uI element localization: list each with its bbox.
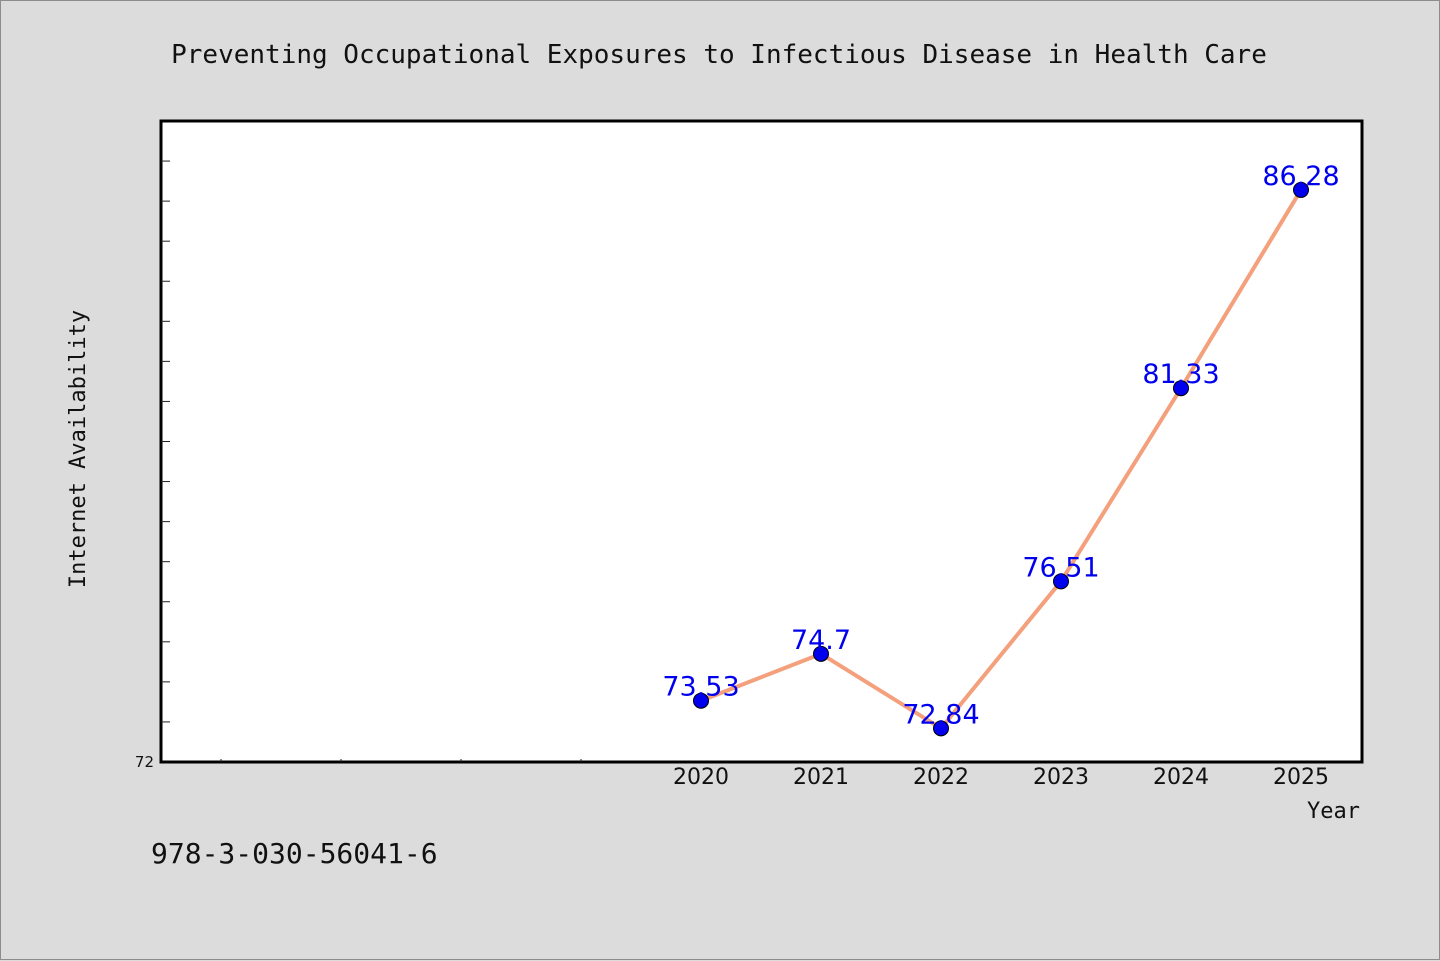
data-point xyxy=(1053,573,1069,590)
chart-title: Preventing Occupational Exposures to Inf… xyxy=(171,40,1267,70)
data-label: 76.51 xyxy=(1022,552,1099,583)
x-tick-label: 2023 xyxy=(1033,765,1089,790)
x-axis-minor-ticks xyxy=(220,759,582,762)
y-axis-ticks xyxy=(161,160,170,723)
x-tick-label: 2024 xyxy=(1153,765,1209,790)
y-tick-label: 72 xyxy=(135,753,154,771)
x-tick-label: 2025 xyxy=(1273,765,1329,790)
data-label: 86.28 xyxy=(1262,161,1339,192)
x-tick-label: 2021 xyxy=(793,765,849,790)
data-point xyxy=(1293,181,1309,198)
series-layer: 73.53 74.7 72.84 76.51 81.33 86.28 xyxy=(662,161,1340,737)
x-tick-label: 2020 xyxy=(673,765,729,790)
data-point xyxy=(933,720,949,737)
data-point xyxy=(693,692,709,709)
data-label: 72.84 xyxy=(902,699,979,730)
x-axis-tick-labels: 2020 2021 2022 2023 2024 2025 xyxy=(673,765,1329,790)
series-line xyxy=(699,187,1303,731)
y-axis-label: Internet Availability xyxy=(66,310,91,588)
x-tick-label: 2022 xyxy=(913,765,969,790)
data-label: 73.53 xyxy=(662,672,739,703)
isbn-text: 978-3-030-56041-6 xyxy=(151,837,438,870)
plot-area xyxy=(159,119,1364,764)
data-label: 74.7 xyxy=(791,625,851,656)
data-point xyxy=(1173,380,1189,397)
data-label: 81.33 xyxy=(1142,359,1219,390)
data-point xyxy=(813,645,829,662)
x-axis-label: Year xyxy=(1307,799,1360,824)
